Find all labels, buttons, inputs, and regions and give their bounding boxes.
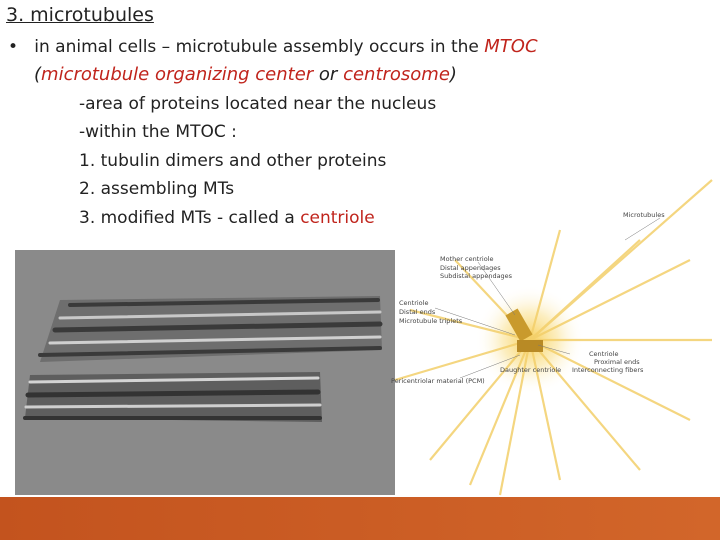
sub-item: 3. modified MTs - called a centriole <box>79 208 375 228</box>
term: centrosome <box>343 64 450 85</box>
diagram-label: Daughter centriole <box>500 366 561 374</box>
diagram-label: Distal appendages <box>440 264 501 272</box>
slide-title: 3. microtubules <box>6 4 154 26</box>
highlight: centriole <box>300 208 375 228</box>
paren: ( <box>34 64 42 85</box>
diagram-label: Distal ends <box>399 308 436 316</box>
diagram-label: Microtubules <box>623 211 665 219</box>
bullet-text: in animal cells – microtubule assembly o… <box>34 37 479 57</box>
joiner: or <box>318 64 338 85</box>
sub-item: 1. tubulin dimers and other proteins <box>79 151 387 171</box>
diagram-label: Centriole <box>399 299 428 307</box>
sub-item: 2. assembling MTs <box>79 179 235 199</box>
diagram-label: Proximal ends <box>594 358 640 366</box>
diagram-label: Subdistal appendages <box>440 272 513 280</box>
diagram-label: Interconnecting fibers <box>572 366 644 374</box>
sub-item: -within the MTOC : <box>79 122 237 142</box>
footer-bar <box>0 497 720 540</box>
bullet: • in animal cells – microtubule assembly… <box>8 36 538 57</box>
diagram-label: Microtubule triplets <box>399 317 463 325</box>
diagram-label: Mother centriole <box>440 255 494 263</box>
highlight: MTOC <box>484 36 538 57</box>
paren-line: (microtubule organizing center or centro… <box>34 64 457 85</box>
paren: ) <box>449 64 457 85</box>
diagram-label: Pericentriolar material (PCM) <box>391 377 485 385</box>
term: microtubule organizing center <box>41 64 314 85</box>
sub-item: -area of proteins located near the nucle… <box>79 94 437 114</box>
centrosome-diagram <box>394 179 713 496</box>
sub-item-text: 3. modified MTs - called a <box>79 208 295 228</box>
micrograph-tubes <box>23 296 383 422</box>
diagram-label: Centriole <box>589 350 618 358</box>
micrograph <box>15 250 395 495</box>
